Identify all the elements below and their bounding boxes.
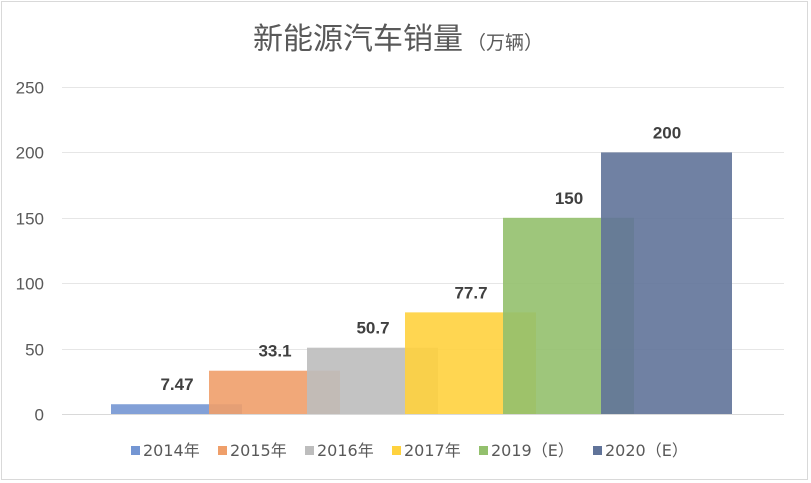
legend-label: 2020（E） <box>605 441 688 460</box>
data-label: 7.47 <box>160 375 193 394</box>
data-label: 50.7 <box>356 319 389 338</box>
data-labels: 7.47 33.1 50.7 77.7 150 200 <box>160 123 681 394</box>
y-tick-label: 250 <box>16 79 44 98</box>
bars <box>111 152 732 414</box>
legend[interactable]: 2014年 2015年 2016年 2017年 2019（E） 2020（E） <box>131 441 688 460</box>
y-tick-label: 150 <box>16 210 44 229</box>
y-tick-label: 100 <box>16 275 44 294</box>
legend-swatch <box>131 446 140 455</box>
legend-item[interactable]: 2019（E） <box>479 441 574 460</box>
legend-swatch <box>479 446 488 455</box>
legend-item[interactable]: 2017年 <box>392 441 461 460</box>
y-axis-ticks: 0 50 100 150 200 250 <box>16 79 44 425</box>
legend-label: 2015年 <box>230 441 287 460</box>
legend-swatch <box>305 446 314 455</box>
legend-item[interactable]: 2015年 <box>218 441 287 460</box>
data-label: 150 <box>555 189 583 208</box>
y-tick-label: 200 <box>16 144 44 163</box>
legend-label: 2019（E） <box>491 441 574 460</box>
data-label: 200 <box>653 123 681 142</box>
chart-title-unit: （万辆） <box>467 32 543 54</box>
legend-swatch <box>392 446 401 455</box>
y-tick-label: 0 <box>35 406 44 425</box>
data-label: 77.7 <box>454 283 487 302</box>
y-tick-label: 50 <box>25 341 44 360</box>
bar-6[interactable] <box>601 152 732 414</box>
legend-label: 2014年 <box>143 441 200 460</box>
bar-1[interactable] <box>111 404 242 414</box>
legend-item[interactable]: 2016年 <box>305 441 374 460</box>
data-label: 33.1 <box>258 342 291 361</box>
legend-item[interactable]: 2020（E） <box>593 441 688 460</box>
chart-title: 新能源汽车销量 （万辆） <box>253 22 543 57</box>
chart-title-main: 新能源汽车销量 <box>253 22 463 57</box>
legend-label: 2017年 <box>404 441 461 460</box>
legend-item[interactable]: 2014年 <box>131 441 200 460</box>
legend-label: 2016年 <box>317 441 374 460</box>
legend-swatch <box>218 446 227 455</box>
legend-swatch <box>593 446 602 455</box>
